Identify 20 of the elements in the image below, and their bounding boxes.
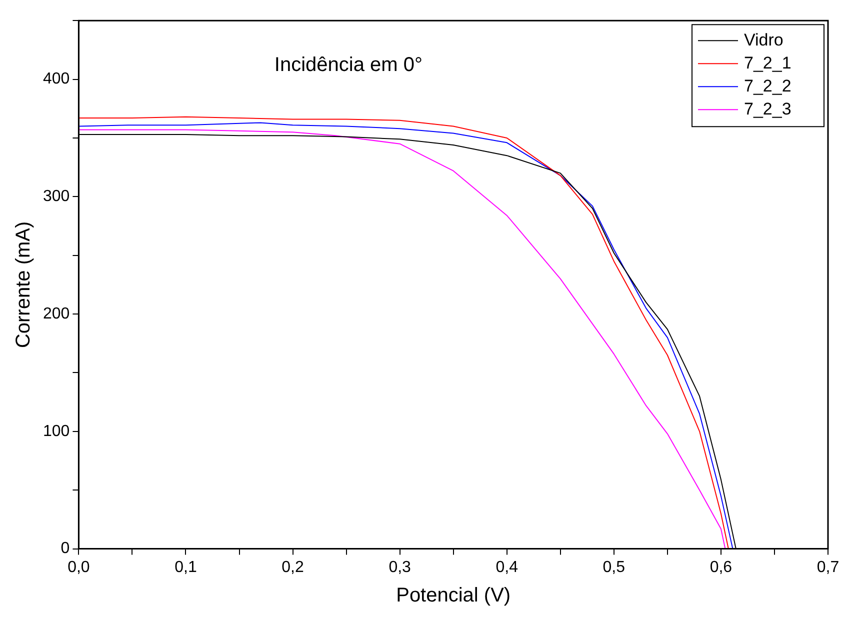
x-tick-label: 0,4 bbox=[496, 558, 518, 576]
legend-label: 7_2_1 bbox=[744, 53, 792, 72]
x-tick-label: 0,3 bbox=[388, 558, 412, 576]
y-tick-label: 400 bbox=[42, 70, 70, 88]
y-tick-label: 300 bbox=[42, 188, 70, 206]
x-tick-label: 0,0 bbox=[68, 558, 90, 576]
y-axis-title: Corrente (mA) bbox=[12, 221, 35, 348]
y-tick-label: 0 bbox=[60, 540, 70, 558]
x-tick-label: 0,6 bbox=[710, 558, 732, 576]
x-tick-label: 0,1 bbox=[174, 558, 197, 576]
x-tick-label: 0,7 bbox=[816, 558, 840, 576]
annotation: Incidência em 0° bbox=[274, 54, 422, 76]
y-tick-label: 100 bbox=[42, 422, 70, 440]
x-tick-label: 0,5 bbox=[602, 558, 626, 576]
legend-label: Vidro bbox=[744, 30, 784, 50]
y-tick-label: 200 bbox=[42, 305, 70, 322]
legend-label: 7_2_2 bbox=[744, 76, 792, 96]
legend-label: 7_2_3 bbox=[744, 99, 792, 118]
x-tick-label: 0,2 bbox=[282, 558, 304, 576]
x-axis-title: Potencial (V) bbox=[396, 584, 511, 607]
